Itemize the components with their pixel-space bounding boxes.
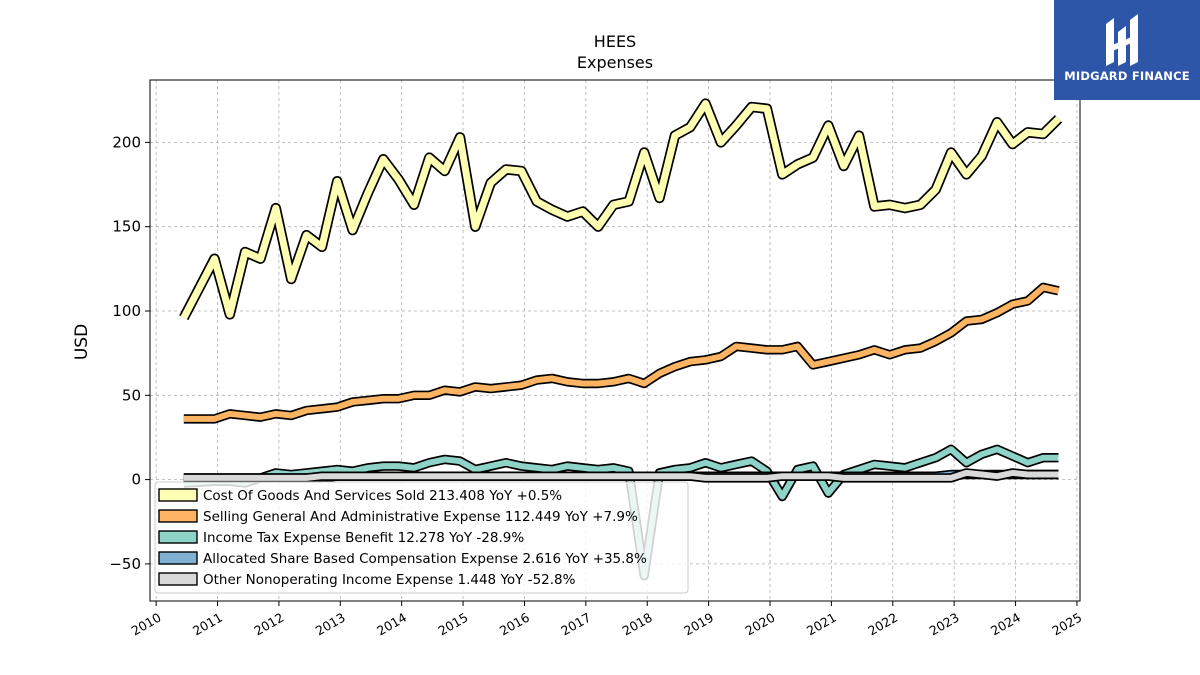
brand-name: MIDGARD FINANCE <box>1064 69 1190 83</box>
legend-swatch <box>158 572 198 586</box>
x-tick-label: 2011 <box>190 610 225 639</box>
legend-item: Cost Of Goods And Services Sold 213.408 … <box>158 488 562 504</box>
x-tick-label: 2014 <box>374 610 409 639</box>
x-tick-label: 2012 <box>251 610 286 639</box>
legend-swatch <box>158 551 198 565</box>
y-tick-label: 100 <box>112 302 141 320</box>
series-lines <box>179 98 1063 581</box>
y-tick-label: −50 <box>109 555 141 573</box>
y-tick-label: 0 <box>131 471 141 489</box>
y-tick-label: 50 <box>122 386 141 404</box>
x-tick-label: 2019 <box>681 610 716 639</box>
legend-box <box>154 481 689 594</box>
legend-item: Selling General And Administrative Expen… <box>158 509 638 525</box>
series-line <box>183 469 1059 481</box>
plot-frame <box>149 79 1081 602</box>
legend-label: Cost Of Goods And Services Sold 213.408 … <box>203 488 562 504</box>
series-1 <box>183 282 1060 424</box>
legend-label: Allocated Share Based Compensation Expen… <box>203 551 647 567</box>
legend-swatch <box>158 488 198 502</box>
legend-item: Allocated Share Based Compensation Expen… <box>158 551 647 567</box>
series-line <box>183 284 1060 422</box>
x-tick-label: 2013 <box>313 610 348 639</box>
x-tick-label: 2017 <box>558 610 593 639</box>
legend: Cost Of Goods And Services Sold 213.408 … <box>154 481 689 594</box>
series-line-outline <box>179 98 1063 321</box>
legend-swatch <box>158 530 198 544</box>
x-tick-label: 2025 <box>1049 610 1084 639</box>
brand-logo: MIDGARD FINANCE <box>1054 0 1200 100</box>
x-tick-label: 2021 <box>804 610 839 639</box>
series-2 <box>183 444 1059 581</box>
x-tick-label: 2023 <box>927 610 962 639</box>
series-4 <box>183 468 1059 483</box>
series-0 <box>179 98 1063 321</box>
x-tick-label: 2022 <box>865 610 900 639</box>
y-axis: −50 0 50 100 150 200 <box>109 133 150 573</box>
x-tick-label: 2024 <box>988 610 1023 639</box>
legend-swatch <box>158 509 198 523</box>
series-line <box>180 100 1061 320</box>
chart-subtitle: Expenses <box>577 53 653 72</box>
x-tick-label: 2018 <box>620 610 655 639</box>
legend-item: Other Nonoperating Income Expense 1.448 … <box>158 572 576 588</box>
legend-item: Income Tax Expense Benefit 12.278 YoY -2… <box>158 530 524 546</box>
chart-title: HEES <box>594 32 636 51</box>
x-axis: 2010 2011 2012 2013 2014 2015 2016 2017 2018 2019… <box>129 601 1084 639</box>
x-tick-label: 2020 <box>742 610 777 639</box>
series-line <box>183 446 1059 579</box>
midgard-logo-icon <box>1106 14 1138 66</box>
y-tick-label: 150 <box>112 218 141 236</box>
x-tick-label: 2015 <box>436 610 471 639</box>
legend-label: Selling General And Administrative Expen… <box>203 509 638 525</box>
legend-label: Income Tax Expense Benefit 12.278 YoY -2… <box>203 530 524 546</box>
y-axis-label: USD <box>72 324 92 360</box>
series-line-outline <box>183 282 1060 424</box>
legend-label: Other Nonoperating Income Expense 1.448 … <box>203 572 576 588</box>
x-tick-label: 2010 <box>129 610 164 639</box>
y-tick-label: 200 <box>112 133 141 151</box>
x-tick-label: 2016 <box>497 610 532 639</box>
